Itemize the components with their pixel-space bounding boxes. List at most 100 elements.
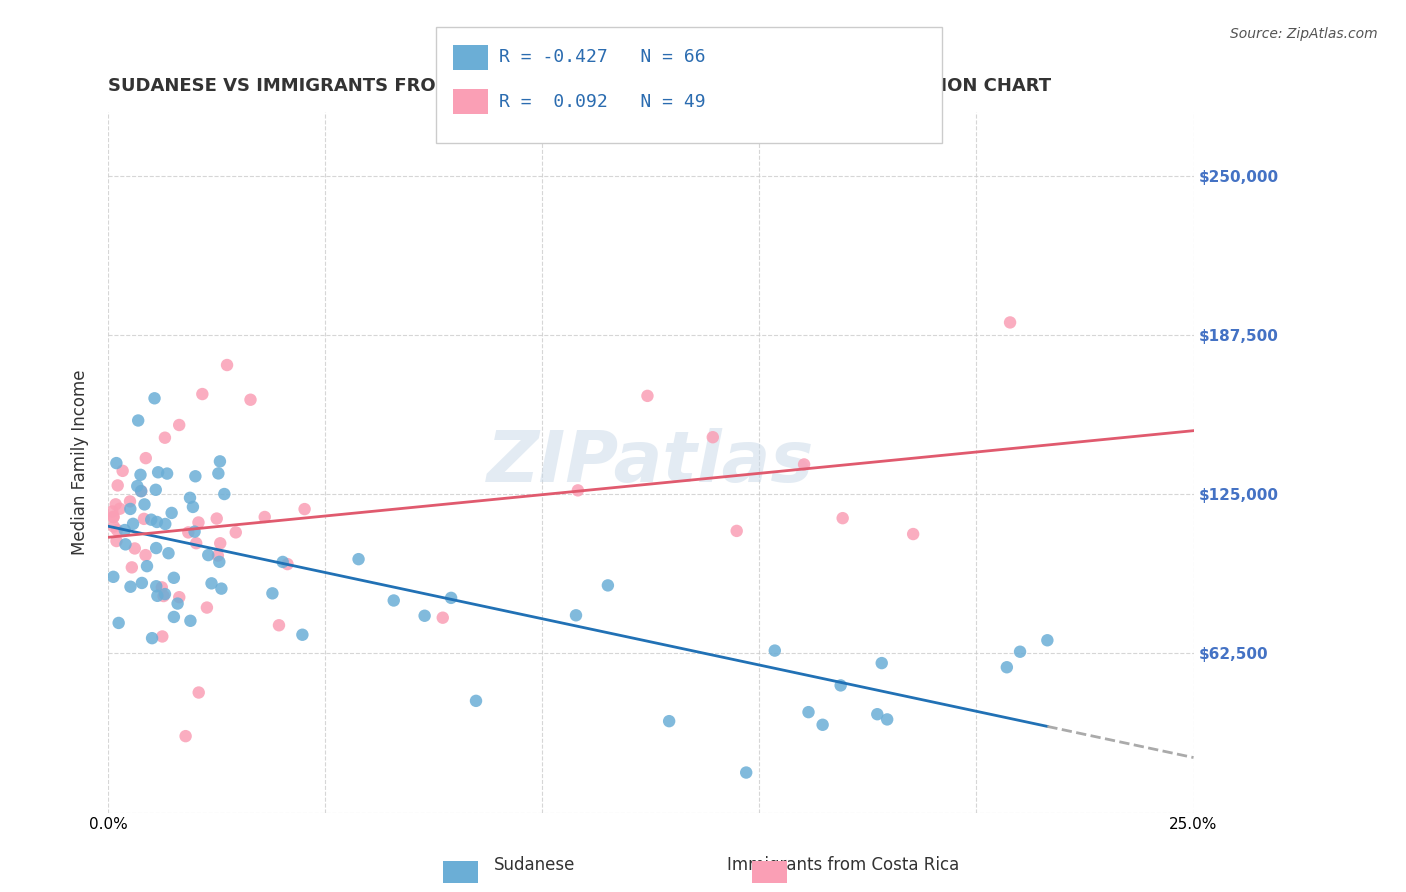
Sudanese: [197, 548, 219, 562]
Immigrants from Costa Rica: [124, 541, 146, 556]
Immigrants from Costa Rica: [186, 536, 208, 550]
Immigrants from Costa Rica: [177, 525, 200, 540]
Immigrants from Costa Rica: [831, 511, 853, 525]
Sudanese: [127, 413, 149, 427]
Immigrants from Costa Rica: [191, 387, 214, 401]
Immigrants from Costa Rica: [239, 392, 262, 407]
Sudanese: [105, 456, 128, 470]
Sudanese: [143, 392, 166, 406]
Immigrants from Costa Rica: [187, 685, 209, 699]
Sudanese: [870, 656, 893, 670]
Sudanese: [122, 516, 145, 531]
Sudanese: [1008, 645, 1031, 659]
Immigrants from Costa Rica: [105, 523, 128, 537]
Immigrants from Costa Rica: [169, 591, 191, 605]
Sudanese: [200, 576, 222, 591]
Immigrants from Costa Rica: [294, 502, 316, 516]
Immigrants from Costa Rica: [205, 511, 228, 525]
Sudanese: [291, 628, 314, 642]
Immigrants from Costa Rica: [267, 618, 290, 632]
Sudanese: [153, 587, 176, 601]
Sudanese: [214, 487, 236, 501]
Sudanese: [596, 578, 619, 592]
Text: Immigrants from Costa Rica: Immigrants from Costa Rica: [727, 856, 960, 874]
Immigrants from Costa Rica: [174, 729, 197, 743]
Sudanese: [184, 469, 207, 483]
Sudanese: [866, 707, 889, 722]
Sudanese: [103, 570, 125, 584]
Sudanese: [797, 705, 820, 719]
Sudanese: [129, 467, 152, 482]
Sudanese: [120, 580, 142, 594]
Sudanese: [763, 643, 786, 657]
Sudanese: [830, 678, 852, 692]
Sudanese: [440, 591, 463, 605]
Sudanese: [134, 497, 156, 511]
Sudanese: [146, 465, 169, 479]
Sudanese: [207, 467, 229, 481]
Sudanese: [127, 479, 149, 493]
Immigrants from Costa Rica: [107, 478, 129, 492]
Sudanese: [120, 502, 142, 516]
Text: SUDANESE VS IMMIGRANTS FROM COSTA RICA MEDIAN FAMILY INCOME CORRELATION CHART: SUDANESE VS IMMIGRANTS FROM COSTA RICA M…: [108, 78, 1052, 95]
Text: Sudanese: Sudanese: [494, 856, 575, 874]
Sudanese: [145, 579, 167, 593]
Immigrants from Costa Rica: [215, 358, 238, 372]
Immigrants from Costa Rica: [276, 557, 298, 571]
Sudanese: [145, 483, 167, 497]
Immigrants from Costa Rica: [207, 549, 229, 563]
Sudanese: [179, 614, 201, 628]
Immigrants from Costa Rica: [432, 610, 454, 624]
Immigrants from Costa Rica: [998, 315, 1021, 329]
Sudanese: [262, 586, 284, 600]
Immigrants from Costa Rica: [225, 525, 247, 540]
Sudanese: [271, 555, 294, 569]
Sudanese: [136, 559, 159, 574]
Immigrants from Costa Rica: [108, 501, 131, 516]
Sudanese: [129, 484, 152, 499]
Immigrants from Costa Rica: [152, 589, 174, 603]
Sudanese: [465, 694, 488, 708]
Text: Source: ZipAtlas.com: Source: ZipAtlas.com: [1230, 27, 1378, 41]
Immigrants from Costa Rica: [901, 527, 924, 541]
Sudanese: [413, 608, 436, 623]
Sudanese: [1036, 633, 1059, 648]
Sudanese: [179, 491, 201, 505]
Sudanese: [382, 593, 405, 607]
Sudanese: [146, 589, 169, 603]
Sudanese: [811, 718, 834, 732]
Sudanese: [107, 615, 129, 630]
Sudanese: [155, 516, 177, 531]
Immigrants from Costa Rica: [135, 548, 157, 562]
Immigrants from Costa Rica: [793, 458, 815, 472]
Sudanese: [163, 571, 186, 585]
Text: ZIPatlas: ZIPatlas: [486, 428, 814, 497]
Immigrants from Costa Rica: [103, 510, 125, 524]
Sudanese: [658, 714, 681, 728]
Sudanese: [114, 537, 136, 551]
Immigrants from Costa Rica: [118, 494, 141, 508]
Sudanese: [156, 467, 179, 481]
Immigrants from Costa Rica: [103, 519, 125, 533]
Immigrants from Costa Rica: [702, 430, 724, 444]
Y-axis label: Median Family Income: Median Family Income: [72, 369, 89, 555]
Immigrants from Costa Rica: [104, 497, 127, 511]
Immigrants from Costa Rica: [636, 389, 658, 403]
Text: R = -0.427   N = 66: R = -0.427 N = 66: [499, 48, 706, 66]
Sudanese: [347, 552, 370, 566]
Immigrants from Costa Rica: [105, 534, 128, 549]
Sudanese: [183, 524, 205, 539]
Immigrants from Costa Rica: [150, 630, 173, 644]
Sudanese: [131, 576, 153, 591]
Sudanese: [163, 610, 186, 624]
Sudanese: [735, 765, 758, 780]
Sudanese: [145, 541, 167, 555]
Sudanese: [166, 597, 188, 611]
Immigrants from Costa Rica: [150, 580, 173, 594]
Immigrants from Costa Rica: [103, 509, 125, 524]
Sudanese: [208, 454, 231, 468]
Sudanese: [209, 582, 232, 596]
Immigrants from Costa Rica: [567, 483, 589, 498]
Immigrants from Costa Rica: [725, 524, 748, 538]
Immigrants from Costa Rica: [195, 600, 218, 615]
